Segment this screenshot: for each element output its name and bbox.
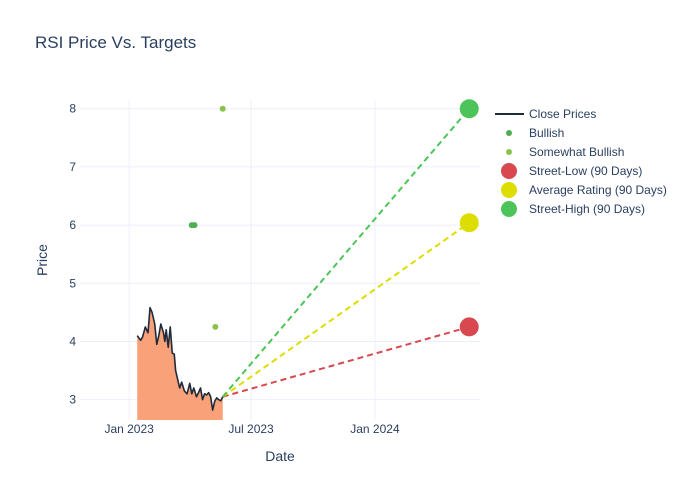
y-tick-label: 6 xyxy=(69,218,76,232)
target-line xyxy=(222,108,470,398)
price-area xyxy=(137,307,223,420)
legend-item: Average Rating (90 Days) xyxy=(501,182,667,198)
chart-title: RSI Price Vs. Targets xyxy=(35,33,197,52)
x-tick-label: Jan 2024 xyxy=(350,422,400,436)
tick-label-layer: 3 4 5 6 7 8 Jan 2023 Jul 2023 Jan 2024 xyxy=(69,102,400,436)
legend-label: Close Prices xyxy=(529,107,596,121)
legend-item: Bullish xyxy=(506,126,564,140)
legend-label: Street-Low (90 Days) xyxy=(529,164,642,178)
y-tick-label: 3 xyxy=(69,393,76,407)
target-line xyxy=(222,325,470,398)
legend-item: Street-Low (90 Days) xyxy=(501,163,642,179)
marker-layer xyxy=(188,99,479,337)
target-marker xyxy=(459,99,479,119)
target-line xyxy=(222,221,470,398)
x-tick-label: Jul 2023 xyxy=(228,422,274,436)
legend-swatch xyxy=(506,149,512,155)
legend-swatch xyxy=(501,182,517,198)
legend-label: Somewhat Bullish xyxy=(529,145,624,159)
legend-item: Close Prices xyxy=(495,107,596,121)
y-tick-label: 5 xyxy=(69,276,76,290)
legend-label: Bullish xyxy=(529,126,564,140)
grid-layer xyxy=(80,100,480,420)
target-marker xyxy=(459,213,479,233)
legend-item: Somewhat Bullish xyxy=(506,145,624,159)
target-lines-layer xyxy=(222,108,470,398)
legend-label: Street-High (90 Days) xyxy=(529,202,645,216)
legend-item: Street-High (90 Days) xyxy=(501,201,645,217)
y-tick-label: 8 xyxy=(69,102,76,116)
legend-swatch xyxy=(501,163,517,179)
area-layer xyxy=(137,307,223,420)
legend-swatch xyxy=(501,201,517,217)
rating-marker xyxy=(191,222,198,229)
close-price-line xyxy=(136,306,224,411)
price-line-layer xyxy=(136,306,224,411)
y-tick-label: 4 xyxy=(69,334,76,348)
x-tick-label: Jan 2023 xyxy=(104,422,154,436)
target-marker xyxy=(459,317,479,337)
legend-swatch xyxy=(506,130,512,136)
rating-marker xyxy=(219,105,226,112)
rating-marker xyxy=(212,323,219,330)
legend-label: Average Rating (90 Days) xyxy=(529,183,667,197)
y-tick-label: 7 xyxy=(69,160,76,174)
legend: Close Prices Bullish Somewhat Bullish Stree… xyxy=(495,107,667,217)
x-axis-title: Date xyxy=(265,448,295,464)
y-axis-title: Price xyxy=(34,244,50,276)
